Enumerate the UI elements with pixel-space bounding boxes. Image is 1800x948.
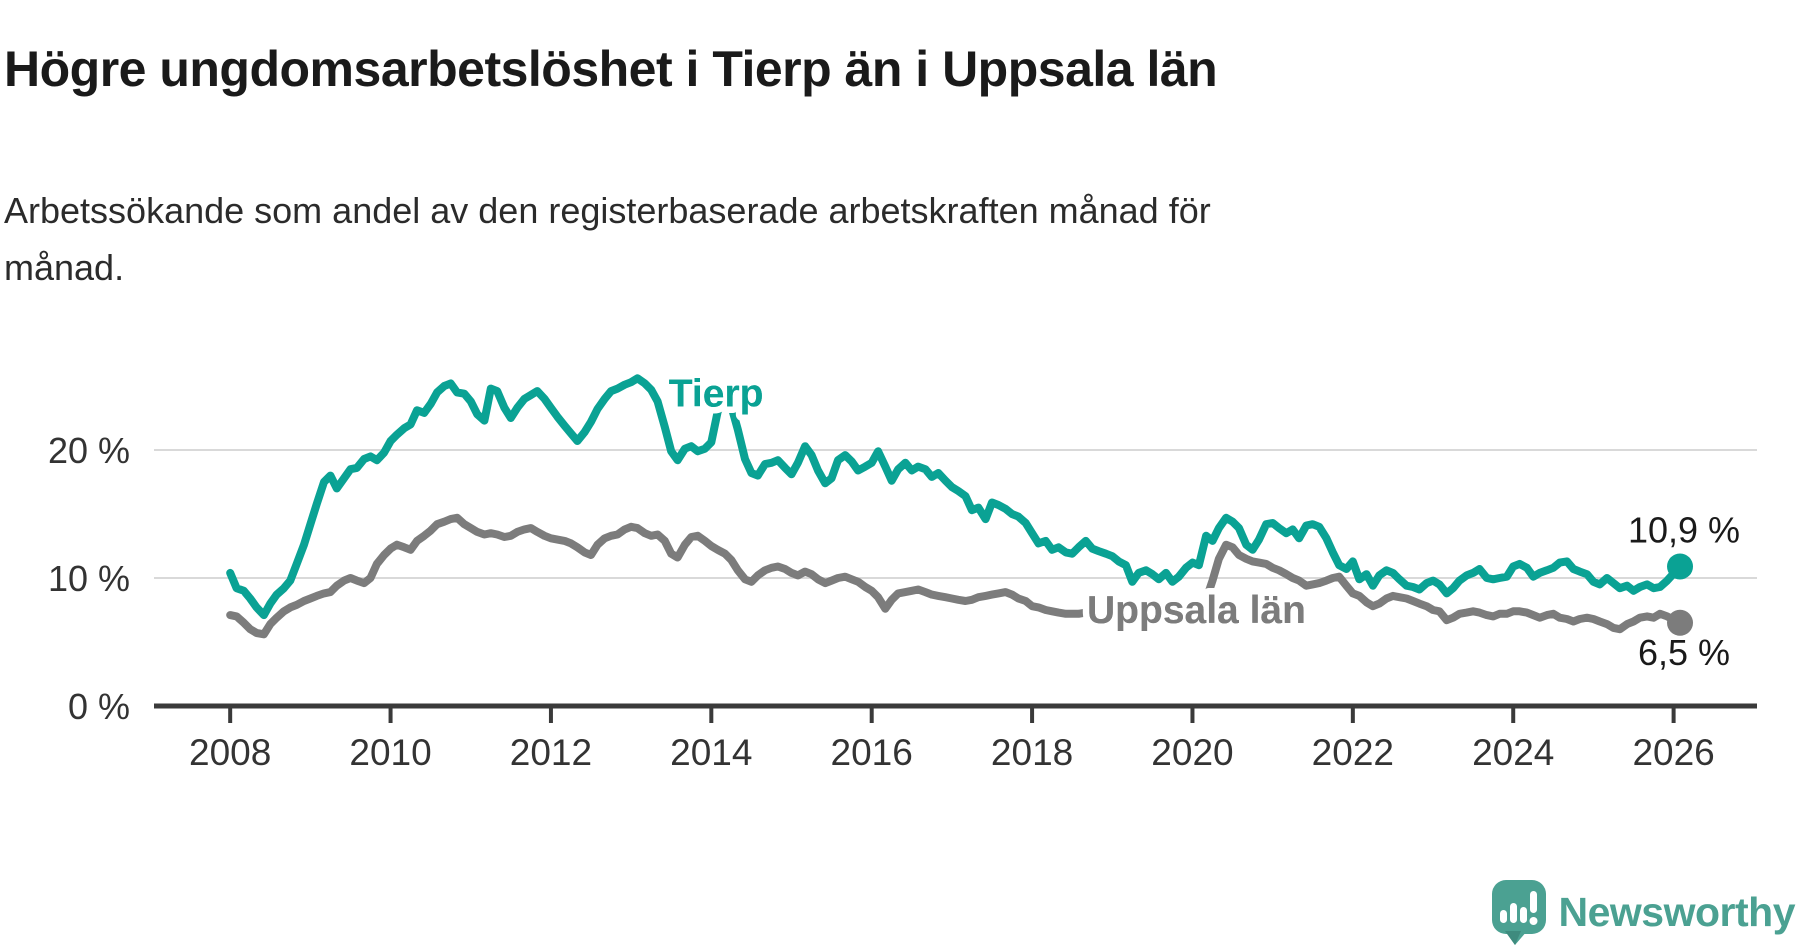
y-tick-label: 10 % <box>48 558 130 599</box>
x-tick-label: 2016 <box>831 732 913 773</box>
series-end-dot <box>1667 553 1694 580</box>
y-tick-label: 20 % <box>48 430 130 471</box>
y-tick-label: 0 % <box>68 686 130 727</box>
x-tick-label: 2026 <box>1632 732 1714 773</box>
x-tick-label: 2020 <box>1151 732 1233 773</box>
x-tick-label: 2010 <box>349 732 431 773</box>
series-line-tierp <box>226 374 1684 620</box>
series-end-value-label: 6,5 % <box>1638 632 1730 673</box>
newsworthy-logo-icon <box>1491 880 1546 945</box>
page-title: Högre ungdomsarbetslöshet i Tierp än i U… <box>4 40 1218 97</box>
series-line-uppsala-län <box>226 513 1684 639</box>
y-axis-labels: 0 % 10 % 20 % <box>48 430 130 727</box>
x-tick-label: 2022 <box>1312 732 1394 773</box>
x-tick-label: 2018 <box>991 732 1073 773</box>
series-label-halo: Tierp <box>669 373 764 416</box>
series-end-value-label: 10,9 % <box>1628 509 1740 550</box>
page-subtitle: Arbetssökande som andel av den registerb… <box>4 190 1211 288</box>
series-end-dot <box>1667 609 1694 636</box>
series-lines <box>226 374 1684 639</box>
series-label: Uppsala län <box>1087 589 1306 632</box>
newsworthy-logo: Newsworthy <box>1491 880 1796 945</box>
series-label-halo: Uppsala län <box>1087 589 1306 632</box>
x-axis <box>154 703 1757 723</box>
gridlines <box>154 449 1757 579</box>
series-label: Tierp <box>669 373 764 416</box>
x-tick-label: 2024 <box>1472 732 1554 773</box>
x-tick-label: 2014 <box>670 732 752 773</box>
x-tick-label: 2012 <box>510 732 592 773</box>
x-axis-labels: 2008 2010 2012 2014 2016 2018 2020 2022 2024 2026 <box>189 732 1715 773</box>
x-tick-label: 2008 <box>189 732 271 773</box>
series-end-markers: 10,9 % 6,5 % <box>1628 509 1740 672</box>
newsworthy-logo-text: Newsworthy <box>1558 888 1796 935</box>
